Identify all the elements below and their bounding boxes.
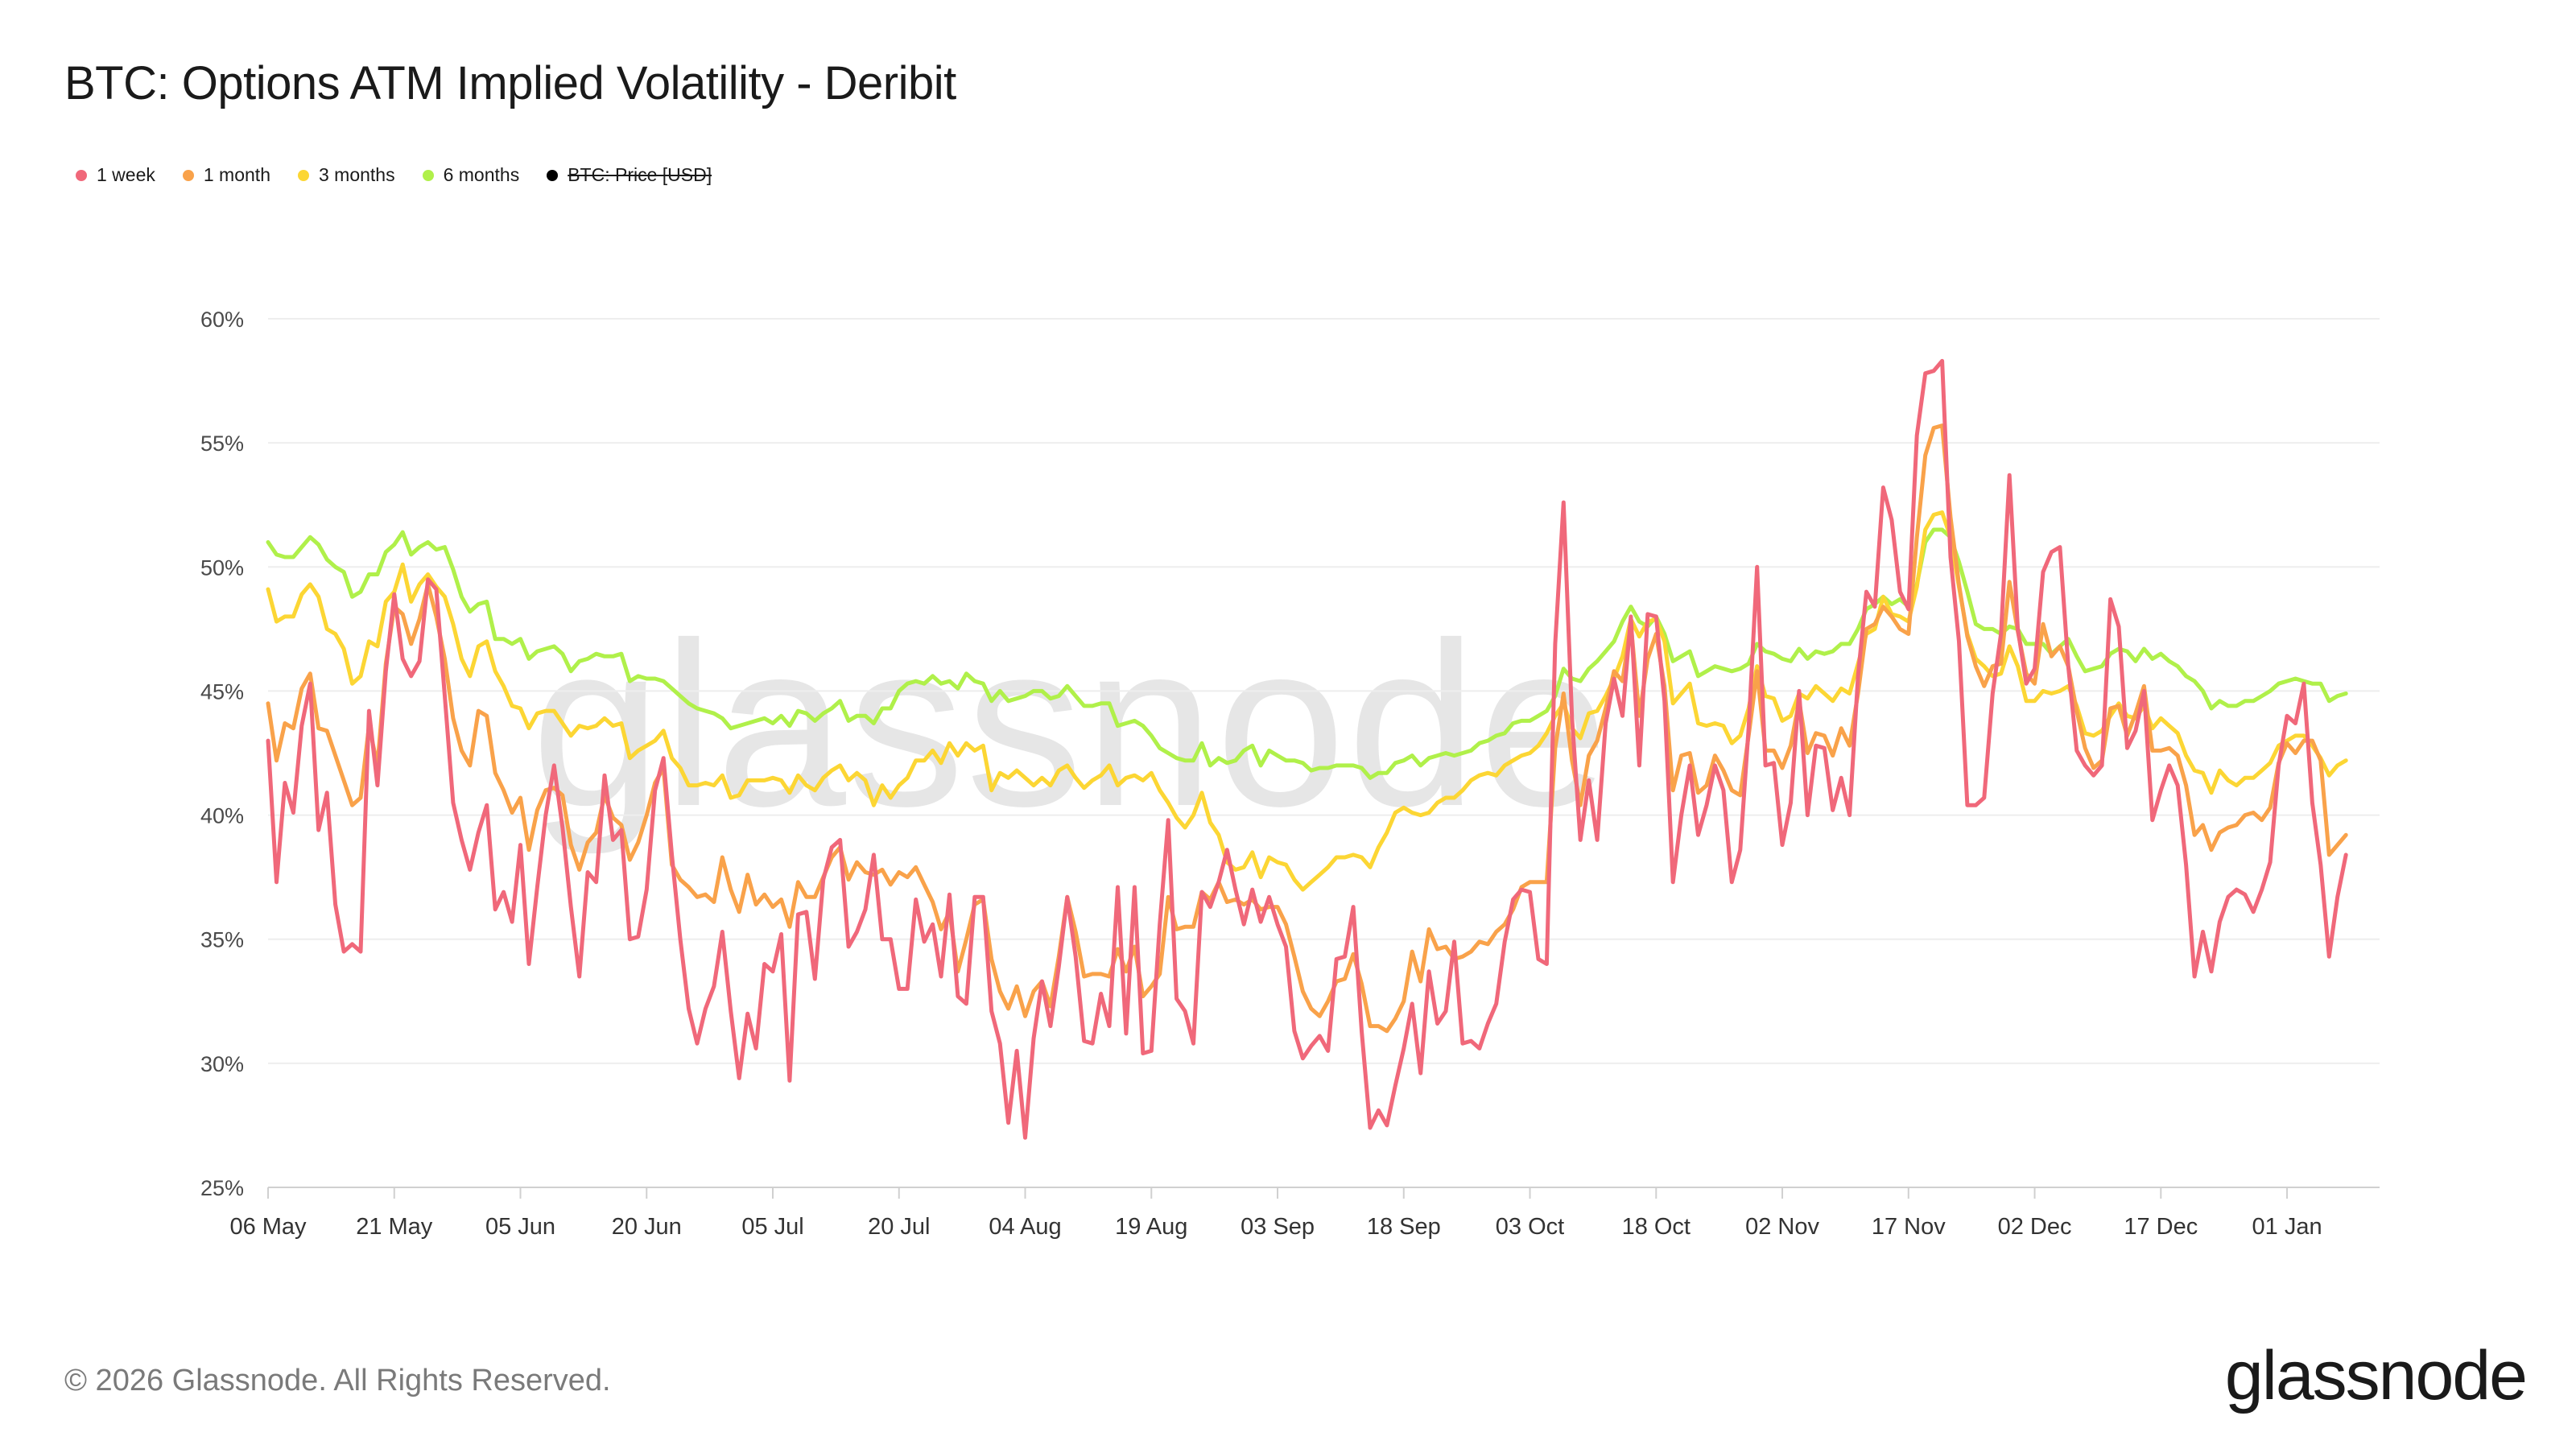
x-tick-label: 05 Jul — [741, 1214, 803, 1240]
watermark: glassnode — [531, 594, 1610, 856]
legend: 1 week 1 month 3 months 6 months BTC: Price … — [76, 164, 712, 186]
legend-label: 1 month — [203, 164, 270, 185]
copyright-footer: © 2026 Glassnode. All Rights Reserved. — [64, 1364, 611, 1397]
legend-label: 6 months — [443, 164, 520, 185]
y-tick-label: 30% — [200, 1052, 244, 1076]
legend-item-6-months[interactable]: 6 months — [422, 164, 520, 186]
x-tick-label: 03 Sep — [1241, 1214, 1315, 1240]
x-tick-label: 03 Oct — [1496, 1214, 1564, 1240]
legend-item-3-months[interactable]: 3 months — [297, 164, 395, 186]
chart-title: BTC: Options ATM Implied Volatility - De… — [64, 57, 956, 109]
legend-label: 3 months — [318, 164, 395, 185]
series-lines — [266, 358, 2348, 1140]
y-tick-label: 40% — [200, 804, 244, 828]
x-tick-label: 17 Nov — [1872, 1214, 1946, 1240]
legend-dot-icon — [297, 169, 309, 181]
x-tick-label: 19 Aug — [1115, 1214, 1187, 1240]
series-line-3-months — [266, 510, 2348, 892]
legend-dot-icon — [422, 169, 434, 181]
legend-item-btc-price-usd[interactable]: BTC: Price [USD] — [547, 164, 712, 186]
series-line-1-month — [266, 423, 2348, 1034]
x-tick-label: 04 Aug — [989, 1214, 1061, 1240]
legend-item-1-month[interactable]: 1 month — [182, 164, 270, 186]
x-tick-label: 06 May — [229, 1214, 307, 1240]
x-tick-label: 02 Nov — [1745, 1214, 1819, 1240]
y-axis: 25% 30% 35% 40% 45% 50% 55% 60% — [200, 308, 244, 1200]
y-tick-label: 35% — [200, 928, 244, 952]
x-tick-label: 20 Jul — [868, 1214, 930, 1240]
y-tick-label: 45% — [200, 679, 244, 704]
brand-logo: glassnode — [2224, 1337, 2528, 1414]
legend-dot-icon — [76, 169, 87, 181]
y-tick-label: 50% — [200, 555, 244, 580]
legend-dot-icon — [182, 169, 194, 181]
grid-lines — [268, 318, 2380, 1064]
y-tick-label: 25% — [200, 1176, 244, 1200]
legend-label: BTC: Price [USD] — [568, 164, 712, 185]
legend-label: 1 week — [97, 164, 155, 185]
x-tick-label: 05 Jun — [485, 1214, 555, 1240]
legend-item-1-week[interactable]: 1 week — [76, 164, 155, 186]
x-tick-label: 17 Dec — [2124, 1214, 2198, 1240]
x-tick-label: 21 May — [356, 1214, 433, 1240]
x-tick-label: 02 Dec — [1998, 1214, 2072, 1240]
x-axis: 06 May 21 May 05 Jun 20 Jun 05 Jul 20 Jul 04 A… — [229, 1187, 2380, 1240]
legend-dot-icon — [547, 169, 559, 181]
x-tick-label: 20 Jun — [612, 1214, 682, 1240]
y-tick-label: 60% — [200, 308, 244, 332]
y-tick-label: 55% — [200, 431, 244, 456]
x-tick-label: 01 Jan — [2252, 1214, 2322, 1240]
x-tick-label: 18 Sep — [1367, 1214, 1441, 1240]
series-line-1-week — [266, 358, 2348, 1140]
x-tick-label: 18 Oct — [1622, 1214, 1690, 1240]
